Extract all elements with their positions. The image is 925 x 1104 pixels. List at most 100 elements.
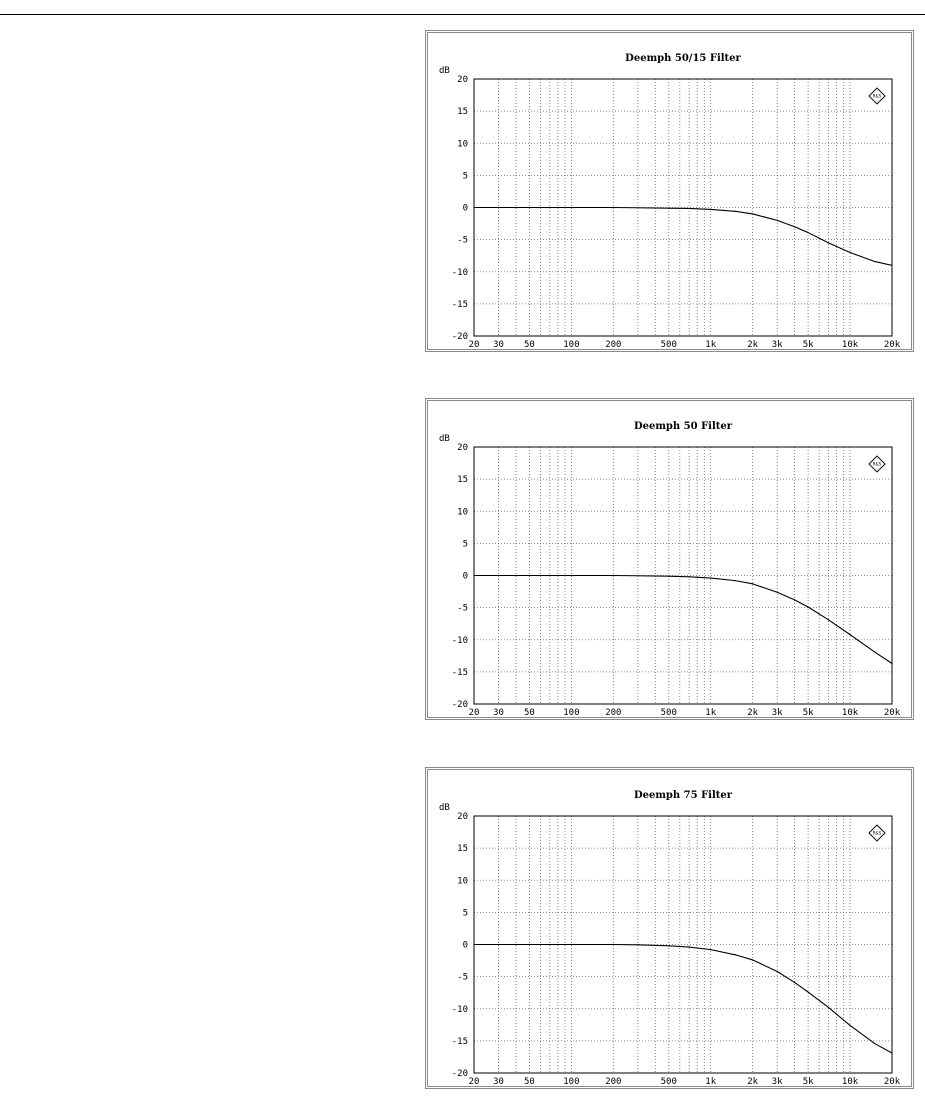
chart-3-data-point: [734, 954, 736, 956]
chart-3-data-point: [827, 1006, 830, 1009]
chart-1-x-tick-label: 1k: [705, 340, 716, 350]
chart-3-data-point: [807, 991, 809, 993]
chart-2-logo-text: R&S: [873, 462, 882, 467]
chart-1-rohde-schwarz-logo-icon: R&S: [868, 87, 886, 105]
chart-2-x-tick-label: 2k: [747, 708, 758, 718]
chart-3-data-point: [473, 943, 475, 946]
chart-2-data-point: [473, 574, 475, 577]
chart-panel-2: Deemph 50 Filter dB -20 -15 -10 -5 0 5 10 15 20 20 3…: [425, 398, 914, 720]
chart-2-data-point: [873, 651, 876, 653]
chart-3-y-axis-label: dB: [439, 803, 450, 813]
chart-2-y-tick-label: -20: [452, 700, 468, 710]
chart-1-x-tick-label: 3k: [772, 340, 783, 350]
chart-3-data-point: [570, 943, 572, 946]
chart-1-title: Deemph 50/15 Filter: [625, 53, 741, 64]
chart-2-data-point: [734, 580, 736, 582]
chart-3-x-tick-label: 100: [563, 1077, 579, 1087]
chart-1-x-tick-label: 5k: [803, 340, 814, 350]
chart-1-data-point: [891, 264, 893, 266]
chart-3-rohde-schwarz-logo-icon: R&S: [868, 824, 886, 842]
chart-3-y-tick-label: 0: [463, 941, 468, 951]
chart-1-y-tick-label: -20: [452, 332, 468, 342]
chart-2-x-tick-label: 5k: [803, 708, 814, 718]
chart-1-x-tick-label: 20k: [884, 340, 901, 350]
chart-1-data-point: [668, 207, 670, 209]
chart-3-y-tick-label: -15: [452, 1037, 468, 1047]
chart-2-y-tick-label: -5: [457, 604, 468, 614]
chart-3-frame: [425, 767, 914, 1089]
chart-3-svg: Deemph 75 Filter dB -20 -15 -10 -5 0 5 10 15 20 20 3…: [425, 767, 914, 1089]
chart-2-data-point: [612, 574, 614, 577]
chart-1-x-tick-label: 500: [661, 340, 677, 350]
chart-2-data-point: [570, 574, 572, 577]
chart-1-data-point: [776, 219, 778, 221]
chart-2-rohde-schwarz-logo-icon: R&S: [868, 455, 886, 473]
chart-3-y-tick-label: -5: [457, 973, 468, 983]
chart-1-data-point: [752, 213, 754, 215]
chart-1-logo-diamond: [868, 87, 886, 105]
chart-2-y-tick-label: 10: [457, 507, 468, 517]
chart-2-data-point: [891, 662, 893, 665]
chart-panel-1: Deemph 50/15 Filter dB -20 -15 -10 -5 0 5 10 15 20…: [425, 30, 914, 352]
chart-2-y-tick-label: -15: [452, 668, 468, 678]
chart-2-x-tick-label: 10k: [842, 708, 859, 718]
chart-1-x-tick-label: 2k: [747, 340, 758, 350]
chart-1-y-tick-label: 10: [457, 139, 468, 149]
chart-3-title: Deemph 75 Filter: [634, 790, 733, 801]
chart-2-x-tick-label: 3k: [772, 708, 783, 718]
chart-3-y-tick-label: -20: [452, 1069, 468, 1079]
chart-1-y-tick-label: 0: [463, 204, 468, 214]
chart-1-data-point: [734, 210, 736, 212]
chart-2-data-point: [807, 606, 809, 608]
chart-1-data-point: [473, 206, 475, 209]
chart-1-y-tick-label: -10: [452, 268, 468, 278]
chart-2-svg: Deemph 50 Filter dB -20 -15 -10 -5 0 5 10 15 20 20 3…: [425, 398, 914, 720]
chart-3-x-tick-label: 30: [493, 1077, 504, 1087]
chart-3-data-point: [612, 943, 614, 946]
chart-2-frame: [425, 398, 914, 720]
chart-3-x-tick-label: 50: [524, 1077, 535, 1087]
chart-3-data-point: [668, 945, 670, 947]
chart-2-data-point: [776, 591, 778, 593]
chart-2-data-point: [752, 583, 754, 585]
chart-3-data-point: [710, 949, 712, 951]
chart-1-data-point: [873, 260, 876, 263]
chart-3-y-tick-label: -10: [452, 1005, 468, 1015]
chart-2-y-tick-label: 0: [463, 572, 468, 582]
chart-2-series-line: [474, 574, 893, 664]
chart-1-series-line: [474, 206, 893, 266]
chart-1-data-point: [807, 231, 809, 234]
chart-2-y-tick-label: 5: [463, 539, 468, 549]
chart-3-x-tick-label: 20k: [884, 1077, 901, 1087]
chart-2-x-tick-label: 500: [661, 708, 677, 718]
page-header-rule: [0, 14, 925, 15]
chart-1-x-tick-label: 100: [563, 340, 579, 350]
chart-2-x-tick-label: 30: [493, 708, 504, 718]
chart-1-y-tick-label: 5: [463, 171, 468, 181]
chart-1-x-tick-label: 200: [605, 340, 621, 350]
chart-2-x-tick-label: 1k: [705, 708, 716, 718]
chart-3-data-point: [528, 943, 531, 946]
chart-2-data-point: [528, 574, 531, 577]
chart-3-y-tick-label: 5: [463, 908, 468, 918]
chart-2-y-tick-label: 20: [457, 443, 468, 453]
chart-3-x-tick-label: 20: [469, 1077, 480, 1087]
chart-3-data-point: [752, 959, 754, 961]
chart-1-data-point: [528, 206, 531, 209]
chart-1-y-tick-label: 15: [457, 107, 468, 117]
chart-1-x-tick-label: 50: [524, 340, 535, 350]
chart-3-y-tick-label: 20: [457, 812, 468, 822]
chart-2-x-tick-label: 20: [469, 708, 480, 718]
chart-2-data-point: [668, 575, 670, 577]
chart-2-data-point: [794, 599, 796, 601]
chart-2-x-tick-label: 100: [563, 708, 579, 718]
chart-2-x-tick-label: 200: [605, 708, 621, 718]
chart-1-x-tick-label: 20: [469, 340, 480, 350]
chart-1-inner-frame: [427, 32, 912, 350]
chart-3-grid: [474, 816, 892, 1073]
chart-2-inner-frame: [427, 400, 912, 718]
chart-panel-3: Deemph 75 Filter dB -20 -15 -10 -5 0 5 10 15 20 20 3…: [425, 767, 914, 1089]
chart-3-x-tick-label: 3k: [772, 1077, 783, 1087]
chart-1-x-tick-label: 10k: [842, 340, 859, 350]
chart-1-data-point: [688, 207, 690, 210]
